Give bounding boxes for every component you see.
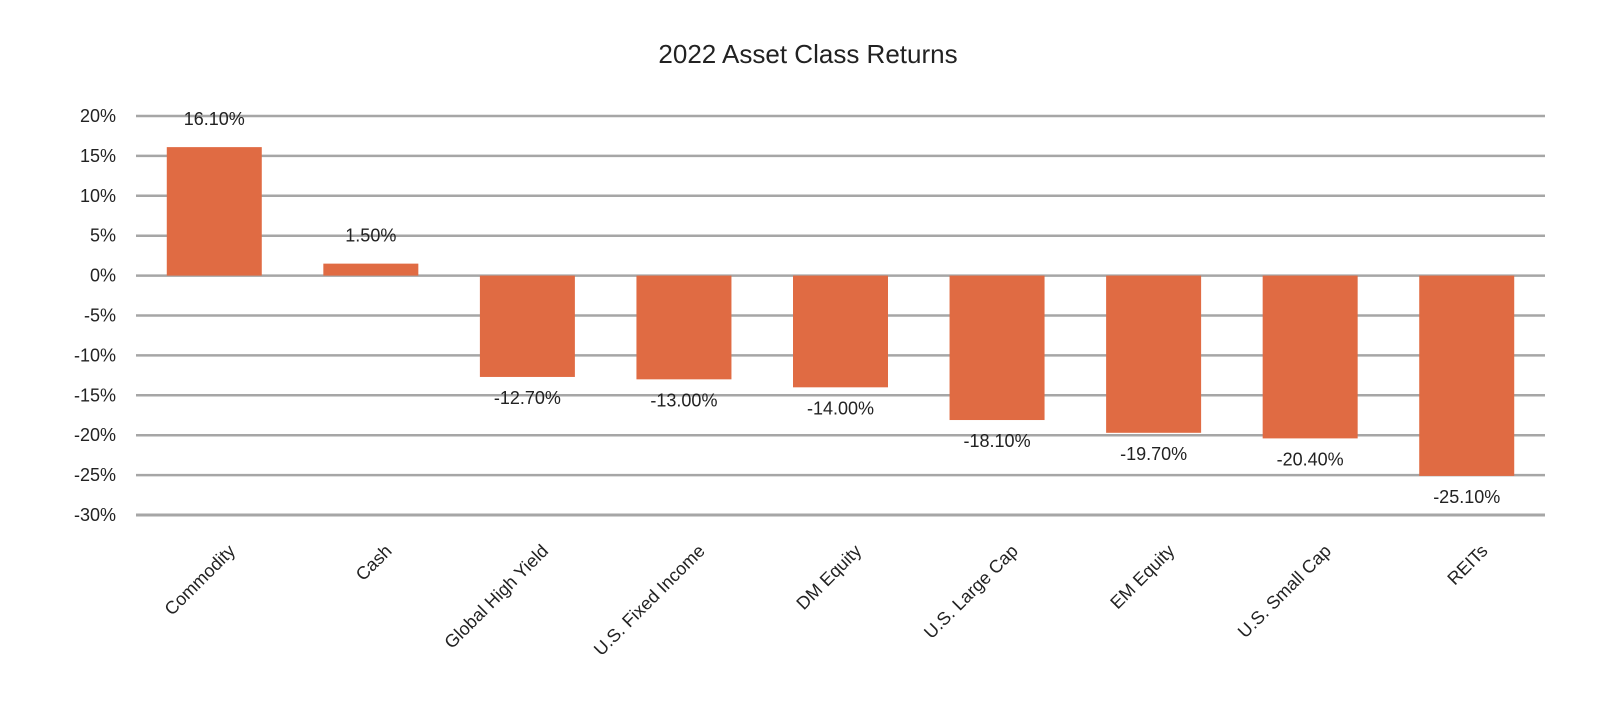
y-tick-label: 0% [90, 266, 116, 286]
data-label: 16.10% [184, 109, 245, 129]
y-tick-label: -20% [74, 425, 116, 445]
x-axis-ticks: Commodity Cash Global High Yield U.S. Fixed… [161, 541, 1492, 660]
data-label: 1.50% [345, 226, 396, 246]
x-tick-label: Commodity [161, 541, 240, 620]
y-tick-label: 10% [80, 186, 116, 206]
bars [166, 147, 1515, 476]
x-tick-label: U.S. Large Cap [920, 541, 1022, 643]
data-label: -12.70% [494, 388, 561, 408]
bar [323, 263, 419, 276]
bar [479, 275, 575, 377]
data-labels: 16.10% 1.50% -12.70% -13.00% -14.00% -18.10% -… [184, 109, 1500, 507]
chart-title: 2022 Asset Class Returns [658, 39, 957, 69]
bar [949, 275, 1045, 421]
y-tick-label: -10% [74, 345, 116, 365]
data-label: -20.40% [1277, 449, 1344, 469]
data-label: -18.10% [964, 431, 1031, 451]
y-tick-label: -25% [74, 465, 116, 485]
data-label: -19.70% [1120, 444, 1187, 464]
y-axis-ticks: 20% 15% 10% 5% 0% -5% -10% -15% -20% -25% -30% [74, 106, 116, 525]
bar [1419, 275, 1515, 476]
x-tick-label: Global High Yield [440, 541, 552, 653]
data-label: -13.00% [650, 390, 717, 410]
y-tick-label: -30% [74, 505, 116, 525]
y-tick-label: -15% [74, 385, 116, 405]
bar [1106, 275, 1202, 433]
y-tick-label: 15% [80, 146, 116, 166]
bar [1262, 275, 1358, 439]
bar [166, 147, 262, 276]
x-tick-label: REITs [1443, 541, 1491, 589]
x-tick-label: U.S. Fixed Income [590, 541, 709, 660]
x-tick-label: EM Equity [1106, 541, 1178, 613]
x-tick-label: Cash [352, 541, 396, 585]
bar [793, 275, 888, 388]
x-tick-label: U.S. Small Cap [1234, 541, 1335, 642]
x-tick-label: DM Equity [792, 541, 865, 614]
y-tick-label: 5% [90, 226, 116, 246]
data-label: -25.10% [1433, 487, 1500, 507]
y-tick-label: -5% [84, 306, 116, 326]
data-label: -14.00% [807, 398, 874, 418]
bar [636, 275, 732, 380]
y-tick-label: 20% [80, 106, 116, 126]
